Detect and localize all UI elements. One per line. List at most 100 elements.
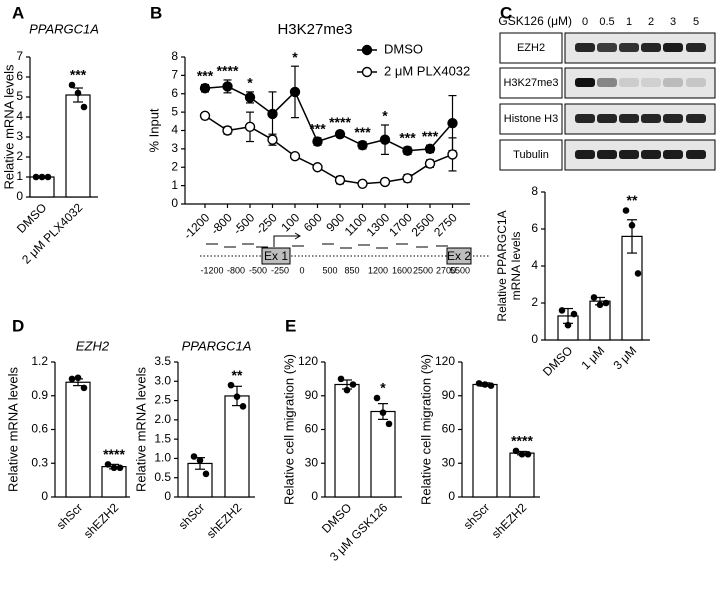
significance: **** (217, 63, 239, 79)
y-axis-label: % Input (146, 108, 161, 152)
y-tick-label: 0 (171, 196, 178, 210)
data-point (524, 450, 532, 458)
band (575, 150, 595, 159)
data-point (343, 386, 351, 394)
chart-title: H3K27me3 (277, 21, 352, 38)
y-tick-label: 2 (171, 159, 178, 173)
data-point (80, 103, 88, 111)
data-point (622, 207, 630, 214)
series-point (222, 81, 233, 92)
y-tick-label: 3.5 (154, 354, 171, 368)
band (641, 114, 661, 123)
significance: * (380, 380, 386, 396)
band (597, 43, 617, 52)
gene-map (200, 232, 490, 265)
data-point (349, 381, 357, 388)
gene-position: -500 (249, 265, 267, 275)
x-tick-label: 3 μM (610, 343, 639, 372)
band (663, 150, 683, 159)
data-point (190, 453, 198, 460)
y-tick-label: 90 (442, 388, 456, 402)
bar (472, 383, 498, 498)
y-tick-label: 0.6 (31, 422, 48, 436)
data-point (202, 470, 210, 478)
x-tick-label: 1700 (386, 210, 415, 239)
band (641, 78, 661, 87)
bar (65, 94, 91, 198)
band (663, 78, 683, 87)
band (663, 114, 683, 123)
data-point (590, 294, 598, 301)
gene-position: 850 (344, 265, 359, 275)
series-point (447, 117, 458, 129)
x-tick-label: shScr (461, 500, 493, 532)
data-point (379, 409, 387, 416)
significance: **** (511, 433, 533, 449)
series-point (424, 158, 436, 169)
band (597, 150, 617, 159)
series-point (289, 151, 301, 162)
y-tick-label: 4 (16, 109, 23, 123)
y-tick-label: 0.3 (31, 455, 48, 469)
series-point (402, 173, 413, 184)
lane-label: 5 (693, 16, 699, 28)
band (619, 78, 639, 87)
bar (334, 383, 360, 498)
x-tick-label: -250 (253, 210, 280, 237)
panel-label: E (285, 316, 296, 335)
y-tick-label: 0.5 (154, 470, 171, 484)
y-tick-label: 120 (435, 354, 455, 368)
data-point (32, 173, 40, 181)
legend-label: 2 μM PLX4032 (384, 63, 470, 78)
y-tick-label: 1 (16, 169, 23, 183)
data-point (196, 457, 204, 464)
blot-row-label: Tubulin (513, 149, 549, 161)
significance: ** (232, 367, 243, 383)
legend-marker (361, 44, 373, 56)
data-point (38, 173, 46, 181)
y-tick-label: 6 (531, 221, 538, 235)
y-tick-label: 6 (171, 86, 178, 100)
bar (65, 381, 91, 498)
x-tick-label: -800 (208, 210, 235, 237)
blot-header: GSK126 (μM) (498, 14, 572, 28)
data-point (385, 420, 393, 428)
legend-label: DMSO (384, 41, 423, 56)
y-axis-label: mRNA levels (509, 232, 523, 301)
y-tick-label: 60 (442, 422, 456, 436)
significance: *** (309, 121, 326, 137)
y-tick-label: 4 (171, 123, 178, 137)
y-tick-label: 8 (531, 184, 538, 198)
gene-position: 5500 (450, 265, 470, 275)
x-tick-label: shScr (54, 500, 86, 532)
y-tick-label: 0 (41, 489, 48, 503)
chart-title: PPARGC1A (29, 21, 99, 36)
blot-label-box (499, 139, 563, 171)
x-tick-label: 1300 (364, 210, 393, 239)
significance: * (292, 49, 298, 65)
y-axis-label: Relative mRNA levels (1, 64, 16, 189)
gene-position: 2500 (413, 265, 433, 275)
gene-position: -1200 (200, 265, 223, 275)
x-tick-label: shEZH2 (81, 500, 122, 541)
band (686, 150, 706, 159)
gene-position: -800 (227, 265, 245, 275)
y-axis-label: Relative PPARGC1A (495, 210, 509, 321)
series-point (244, 92, 256, 103)
tss-arrow (273, 235, 300, 247)
data-point (233, 393, 241, 401)
data-point (74, 374, 82, 382)
band (686, 43, 706, 52)
y-tick-label: 30 (305, 455, 319, 469)
x-tick-label: 1100 (342, 210, 370, 238)
gene-position: 500 (322, 265, 337, 275)
data-point (44, 173, 52, 181)
significance: **** (103, 446, 125, 462)
lane-label: 0 (582, 16, 588, 28)
y-tick-label: 7 (16, 49, 23, 63)
y-tick-label: 0 (16, 189, 23, 203)
series-point (357, 139, 368, 151)
series-point (222, 125, 233, 136)
y-tick-label: 2.0 (154, 412, 171, 426)
y-tick-label: 1.5 (154, 431, 171, 445)
